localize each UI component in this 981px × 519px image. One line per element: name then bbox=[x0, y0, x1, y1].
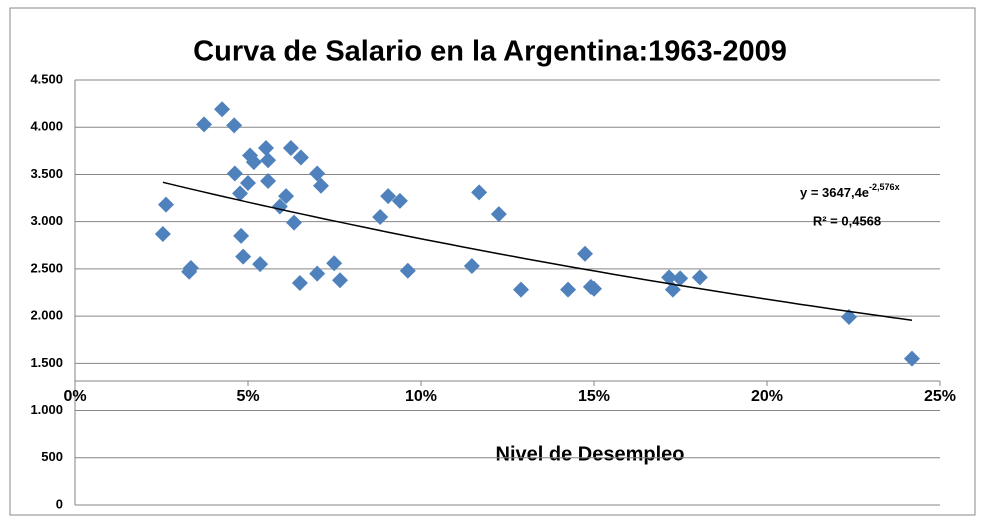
x-tick-label: 0% bbox=[63, 388, 86, 405]
point bbox=[841, 309, 858, 326]
point bbox=[372, 208, 389, 225]
y-tick-label: 2.000 bbox=[30, 308, 63, 323]
point bbox=[196, 116, 213, 133]
point bbox=[214, 101, 231, 118]
point bbox=[586, 280, 602, 297]
equation-exponent: -2,576x bbox=[869, 182, 900, 192]
point bbox=[260, 173, 277, 190]
x-tick-label: 25% bbox=[924, 388, 956, 405]
point bbox=[182, 259, 199, 276]
x-tick-label: 10% bbox=[405, 388, 437, 405]
y-tick-label: 3.000 bbox=[30, 213, 63, 228]
x-tick-label: 20% bbox=[751, 388, 783, 405]
point bbox=[226, 165, 243, 182]
point bbox=[512, 281, 529, 298]
y-tick-label: 1.000 bbox=[30, 402, 63, 417]
point bbox=[332, 272, 349, 289]
point bbox=[226, 117, 243, 134]
point bbox=[232, 185, 249, 202]
point bbox=[245, 154, 262, 171]
point bbox=[661, 269, 678, 286]
point bbox=[577, 245, 594, 262]
point bbox=[309, 165, 326, 182]
point bbox=[326, 255, 343, 272]
point bbox=[903, 350, 920, 367]
x-axis-title: Nivel de Desempleo bbox=[496, 443, 685, 465]
point bbox=[313, 177, 330, 194]
equation-base: y = 3647,4e bbox=[800, 185, 869, 200]
point bbox=[463, 258, 480, 275]
point bbox=[235, 248, 252, 265]
y-tick-label: 3.500 bbox=[30, 166, 63, 181]
y-tick-label: 4.000 bbox=[30, 119, 63, 134]
point bbox=[154, 225, 171, 242]
point bbox=[292, 149, 309, 166]
point bbox=[252, 256, 269, 273]
y-tick-label: 0 bbox=[56, 496, 63, 511]
y-tick-label: 2.500 bbox=[30, 260, 63, 275]
point bbox=[282, 140, 299, 156]
point bbox=[490, 206, 507, 223]
x-tick-label: 15% bbox=[578, 388, 610, 405]
chart-title: Curva de Salario en la Argentina:1963-20… bbox=[193, 36, 787, 68]
trendline-equation: y = 3647,4e-2,576x bbox=[800, 182, 900, 200]
trendline bbox=[162, 181, 913, 322]
point bbox=[399, 262, 416, 279]
point bbox=[233, 227, 250, 244]
point bbox=[391, 192, 408, 209]
y-tick-label: 1.500 bbox=[30, 355, 63, 370]
y-tick-label: 500 bbox=[41, 449, 63, 464]
point bbox=[260, 152, 277, 169]
r-squared: R² = 0,4568 bbox=[813, 213, 881, 228]
x-tick-label: 5% bbox=[236, 388, 259, 405]
chart-border bbox=[9, 7, 976, 516]
point bbox=[691, 269, 708, 286]
point bbox=[278, 188, 295, 205]
point bbox=[672, 270, 689, 287]
point bbox=[240, 174, 256, 191]
point bbox=[471, 184, 488, 201]
point bbox=[380, 188, 397, 205]
point bbox=[157, 196, 174, 213]
point bbox=[560, 281, 577, 298]
point bbox=[257, 140, 274, 156]
y-tick-label: 4.500 bbox=[30, 71, 63, 86]
point bbox=[286, 214, 303, 231]
point bbox=[291, 275, 308, 292]
point bbox=[309, 265, 326, 282]
